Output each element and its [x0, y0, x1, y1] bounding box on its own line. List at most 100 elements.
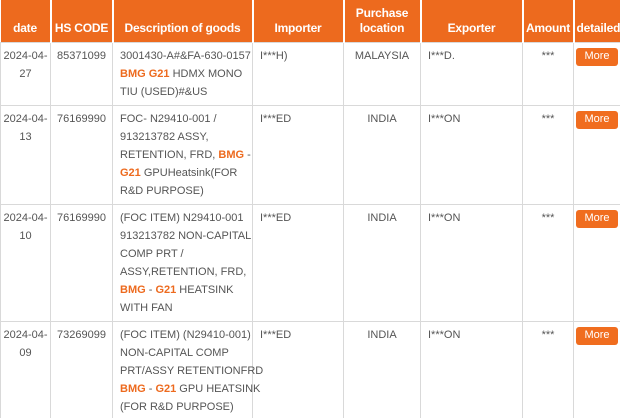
- cell-date: 2024-04-13: [0, 104, 51, 205]
- column-header-date: date: [0, 0, 52, 42]
- description-line: WITH FAN: [120, 299, 249, 317]
- description-text: (FOR R&D PURPOSE): [120, 400, 234, 413]
- description-text: (FOC ITEM) N29410-001: [120, 211, 244, 224]
- column-header-amount: Amount: [522, 0, 575, 42]
- description-text: FOC- N29410-001 /: [120, 112, 217, 125]
- description-text: GPU HEATSINK: [176, 382, 261, 395]
- description-line: PRT/ASSY RETENTIONFRD: [120, 362, 263, 380]
- column-header-exporter: Exporter: [420, 0, 524, 42]
- more-button[interactable]: More: [576, 47, 618, 66]
- more-button[interactable]: More: [576, 209, 618, 228]
- cell-description: (FOC ITEM) N29410-001 913213782 NON-CAPIT…: [112, 203, 253, 322]
- cell-exporter: I***ON: [420, 104, 523, 205]
- cell-detailed: More: [573, 104, 620, 205]
- product-highlight: BMG: [120, 382, 146, 395]
- product-highlight: BMG: [218, 148, 245, 161]
- cell-exporter: I***ON: [420, 320, 523, 418]
- description-text: (FOC ITEM) (N29410-001): [120, 328, 251, 341]
- cell-date: 2024-04-27: [0, 41, 51, 106]
- cell-detailed: More: [573, 203, 620, 322]
- product-highlight: G21: [120, 166, 141, 179]
- description-text: HEATSINK: [176, 283, 234, 296]
- description-line: NON-CAPITAL COMP: [120, 344, 249, 362]
- product-highlight: BMG: [120, 283, 146, 296]
- description-line: 913213782 ASSY,: [120, 128, 249, 146]
- cell-hs_code: 85371099: [50, 41, 113, 106]
- table-row: 2024-04-09 73269099 (FOC ITEM) (N29410-001…: [0, 320, 620, 418]
- description-line: FOC- N29410-001 /: [120, 110, 249, 128]
- cell-amount: ***: [522, 104, 574, 205]
- description-line: BMG - G21 GPU HEATSINK: [120, 380, 260, 398]
- description-text: 913213782 ASSY,: [120, 130, 209, 143]
- cell-exporter: I***ON: [420, 203, 523, 322]
- cell-purchase_location: INDIA: [343, 203, 421, 322]
- description-line: 3001430-A#&FA-630-0157: [120, 47, 251, 65]
- cell-description: 3001430-A#&FA-630-0157 BMG G21 HDMX MONO T…: [112, 41, 253, 106]
- description-text: TIU (USED)#&US: [120, 85, 208, 98]
- description-line: (FOC ITEM) (N29410-001): [120, 326, 251, 344]
- description-text: RETENTION, FRD,: [120, 148, 219, 161]
- description-line: (FOR R&D PURPOSE): [120, 398, 249, 416]
- column-header-purchase-location: Purchase location: [343, 0, 422, 42]
- table-header: date HS CODE Description of goods Import…: [0, 0, 620, 42]
- cell-importer: I***ED: [252, 104, 344, 205]
- cell-importer: I***ED: [252, 203, 344, 322]
- column-header-description: Description of goods: [112, 0, 254, 42]
- description-line: G21 GPUHeatsink(FOR: [120, 164, 249, 182]
- description-text: HDMX MONO: [169, 67, 243, 80]
- product-highlight: BMG G21: [120, 67, 170, 80]
- description-text: PRT/ASSY RETENTIONFRD: [120, 364, 264, 377]
- description-line: COMP PRT /: [120, 245, 249, 263]
- more-button[interactable]: More: [576, 326, 618, 345]
- description-line: (FOC ITEM) N29410-001: [120, 209, 249, 227]
- cell-description: FOC- N29410-001 / 913213782 ASSY, RETENTIO…: [112, 104, 253, 205]
- description-text: -: [244, 148, 251, 161]
- description-text: -: [145, 283, 156, 296]
- cell-importer: I***H): [252, 41, 344, 106]
- column-header-hs-code: HS CODE: [50, 0, 114, 42]
- description-line: ASSY,RETENTION, FRD,: [120, 263, 249, 281]
- description-line: RETENTION, FRD, BMG -: [120, 146, 251, 164]
- more-button[interactable]: More: [576, 110, 618, 129]
- description-text: -: [145, 382, 156, 395]
- table-row: 2024-04-10 76169990 (FOC ITEM) N29410-001 9…: [0, 203, 620, 322]
- table-row: 2024-04-13 76169990 FOC- N29410-001 / 91321…: [0, 104, 620, 205]
- cell-exporter: I***D.: [420, 41, 523, 106]
- product-highlight: G21: [155, 283, 177, 296]
- table-body: 2024-04-27 85371099 3001430-A#&FA-630-0157…: [0, 41, 620, 418]
- cell-importer: I***ED: [252, 320, 344, 418]
- description-text: R&D PURPOSE): [120, 184, 204, 197]
- cell-date: 2024-04-09: [0, 320, 51, 418]
- cell-purchase_location: INDIA: [343, 320, 421, 418]
- description-text: COMP PRT /: [120, 247, 184, 260]
- column-header-detailed: detailed: [573, 0, 620, 42]
- cell-description: (FOC ITEM) (N29410-001) NON-CAPITAL COMP P…: [112, 320, 263, 418]
- description-text: 913213782 NON-CAPITAL: [120, 229, 252, 242]
- description-text: ASSY,RETENTION, FRD,: [120, 265, 247, 278]
- cell-purchase_location: INDIA: [343, 104, 421, 205]
- header-row: date HS CODE Description of goods Import…: [0, 0, 620, 42]
- cell-hs_code: 76169990: [50, 104, 113, 205]
- product-highlight: G21: [155, 382, 177, 395]
- cell-amount: ***: [522, 203, 574, 322]
- description-line: 913213782 NON-CAPITAL: [120, 227, 252, 245]
- description-text: GPUHeatsink(FOR: [140, 166, 238, 179]
- description-text: WITH FAN: [120, 301, 173, 314]
- cell-hs_code: 73269099: [50, 320, 113, 418]
- description-line: BMG - G21 HEATSINK: [120, 281, 249, 299]
- description-text: 3001430-A#&FA-630-0157: [120, 49, 251, 62]
- cell-detailed: More: [573, 320, 620, 418]
- description-line: BMG G21 HDMX MONO: [120, 65, 249, 83]
- column-header-importer: Importer: [252, 0, 345, 42]
- cell-detailed: More: [573, 41, 620, 106]
- cell-amount: ***: [522, 320, 574, 418]
- cell-purchase_location: MALAYSIA: [343, 41, 421, 106]
- cell-date: 2024-04-10: [0, 203, 51, 322]
- cell-hs_code: 76169990: [50, 203, 113, 322]
- description-line: TIU (USED)#&US: [120, 83, 249, 101]
- table-row: 2024-04-27 85371099 3001430-A#&FA-630-0157…: [0, 41, 620, 106]
- cell-amount: ***: [522, 41, 574, 106]
- description-line: R&D PURPOSE): [120, 182, 249, 200]
- description-text: NON-CAPITAL COMP: [120, 346, 229, 359]
